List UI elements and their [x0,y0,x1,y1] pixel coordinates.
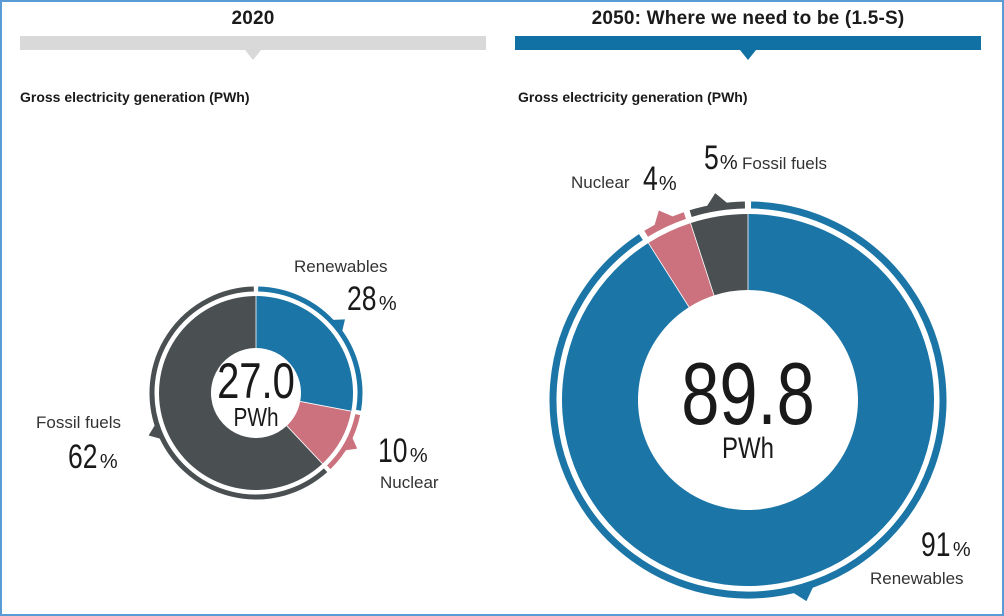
center-value-2020: 27.0 [217,353,295,409]
pct-value: 5 [704,139,719,177]
ring-arc-nuclear-2020 [326,414,361,470]
slice-label-renewables-2020: Renewables [294,257,388,276]
header-bar-2050 [515,36,981,50]
header-bar-notch-2050 [740,50,756,60]
pct-sign: % [99,451,118,473]
donut-slice-nuclear-2050 [648,223,715,308]
slice-label-nuclear-2050: Nuclear [571,173,630,192]
ring-arc-renewables-2020 [258,286,363,411]
header-bar-2020 [20,36,486,50]
chart-subtitle-2050: Gross electricity generation (PWh) [518,89,748,105]
panel-title-2050: 2050: Where we need to be (1.5-S) [591,8,905,29]
pct-value: 91 [921,526,951,564]
slice-divider-2020 [300,401,352,412]
center-value-2050: 89.8 [681,344,815,443]
slice-pct-fossil-2050: 5% [704,141,738,175]
slice-pct-fossil-2020: 62% [68,440,118,474]
slice-pct-renewables-2020: 28% [347,282,397,316]
ring-pointer-nuclear-2020 [345,437,358,451]
header-bar-notch-2020 [245,50,261,60]
ring-arc-nuclear-2050 [644,212,687,237]
center-unit-2020: PWh [233,402,279,432]
ring-arc-renewables-2050 [549,201,947,599]
ring-pointer-nuclear-2050 [654,210,674,226]
panel-title-2020: 2020 [231,8,275,29]
donut-slice-renewables-2020 [256,296,353,412]
ring-pointer-fossil-fuels-2020 [148,425,161,439]
slice-label-fossil-2050: Fossil fuels [742,154,828,173]
slice-pct-nuclear-2050: 4% [643,162,677,196]
center-unit-2050: PWh [721,432,774,465]
ring-arc-fossil-fuels-2050 [689,201,746,217]
donut-slice-nuclear-2020 [286,401,352,464]
pct-sign: % [378,293,397,315]
donut-slice-renewables-2050 [561,214,934,586]
donut-slice-fossil-fuels-2020 [158,295,323,490]
slice-label-renewables-2050: Renewables [870,569,964,588]
ring-pointer-fossil-fuels-2050 [706,193,728,207]
donut-slice-fossil-fuels-2050 [690,214,748,296]
slice-pct-renewables-2050: 91% [921,528,971,562]
pct-sign: % [658,173,677,195]
pct-sign: % [719,152,738,174]
pct-value: 4 [643,160,658,198]
slice-divider-2020 [286,425,323,464]
ring-arc-fossil-fuels-2020 [149,286,328,500]
chart-subtitle-2020: Gross electricity generation (PWh) [20,89,250,105]
pct-sign: % [409,445,428,467]
slice-divider-2050 [647,242,690,308]
slice-divider-2050 [690,222,715,296]
center-total-2020: 27.0 PWh [196,356,316,430]
center-total-2050: 89.8 PWh [648,350,848,464]
pct-value: 28 [347,280,377,318]
pct-value: 62 [68,438,98,476]
slice-pct-nuclear-2020: 10% [378,434,428,468]
pct-value: 10 [378,432,408,470]
ring-pointer-renewables-2050 [793,586,814,602]
slice-label-fossil-2020: Fossil fuels [36,413,122,432]
pct-sign: % [952,539,971,561]
ring-pointer-renewables-2020 [332,319,345,332]
slice-label-nuclear-2020: Nuclear [380,473,439,492]
